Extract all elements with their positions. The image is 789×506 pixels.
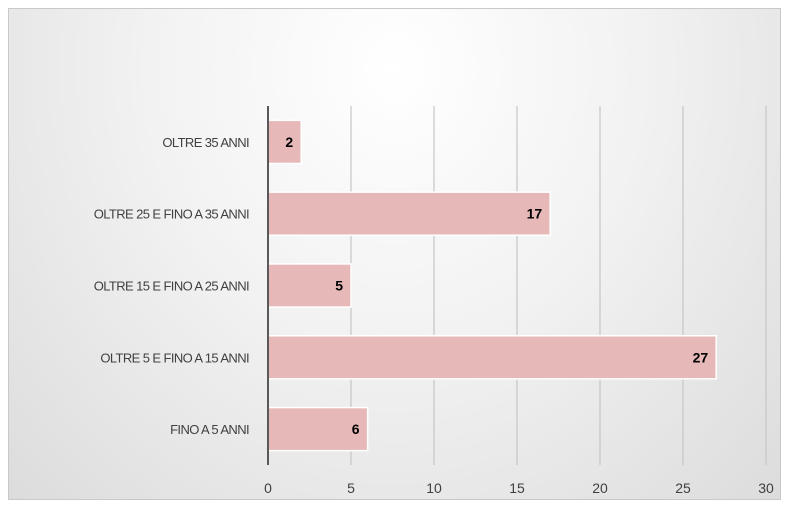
data-label: 27 <box>693 349 709 365</box>
bar <box>267 263 352 308</box>
category-label: OLTRE 25 E FINO A 35 ANNI <box>94 207 249 222</box>
category-label: OLTRE 35 ANNI <box>162 135 249 150</box>
bar <box>267 119 302 165</box>
chart-frame: 0 5 10 15 20 25 30 2 OLTRE 35 ANNI 17 OLTRE 25 E F… <box>8 8 781 500</box>
category-label: OLTRE 15 E FINO A 25 ANNI <box>94 279 249 294</box>
data-label: 17 <box>527 206 543 222</box>
bar <box>267 335 717 380</box>
bars <box>267 119 717 452</box>
x-tick-label: 5 <box>347 480 355 496</box>
x-tick-label: 25 <box>675 480 691 496</box>
bar <box>267 191 551 236</box>
x-tick-label: 30 <box>758 480 774 496</box>
x-tick-label: 0 <box>264 480 272 496</box>
data-label: 6 <box>352 421 360 437</box>
labels: 0 5 10 15 20 25 30 2 OLTRE 35 ANNI 17 OLTRE 25 E F… <box>94 134 774 496</box>
category-label: FINO A 5 ANNI <box>170 422 249 437</box>
bar-chart: 0 5 10 15 20 25 30 2 OLTRE 35 ANNI 17 OLTRE 25 E F… <box>94 106 774 496</box>
category-label: OLTRE 5 E FINO A 15 ANNI <box>100 350 249 365</box>
data-label: 5 <box>335 278 343 294</box>
x-tick-label: 15 <box>509 480 525 496</box>
x-tick-label: 10 <box>426 480 442 496</box>
bar <box>267 406 369 452</box>
gridlines <box>350 106 767 465</box>
data-label: 2 <box>285 134 293 150</box>
x-tick-label: 20 <box>592 480 608 496</box>
